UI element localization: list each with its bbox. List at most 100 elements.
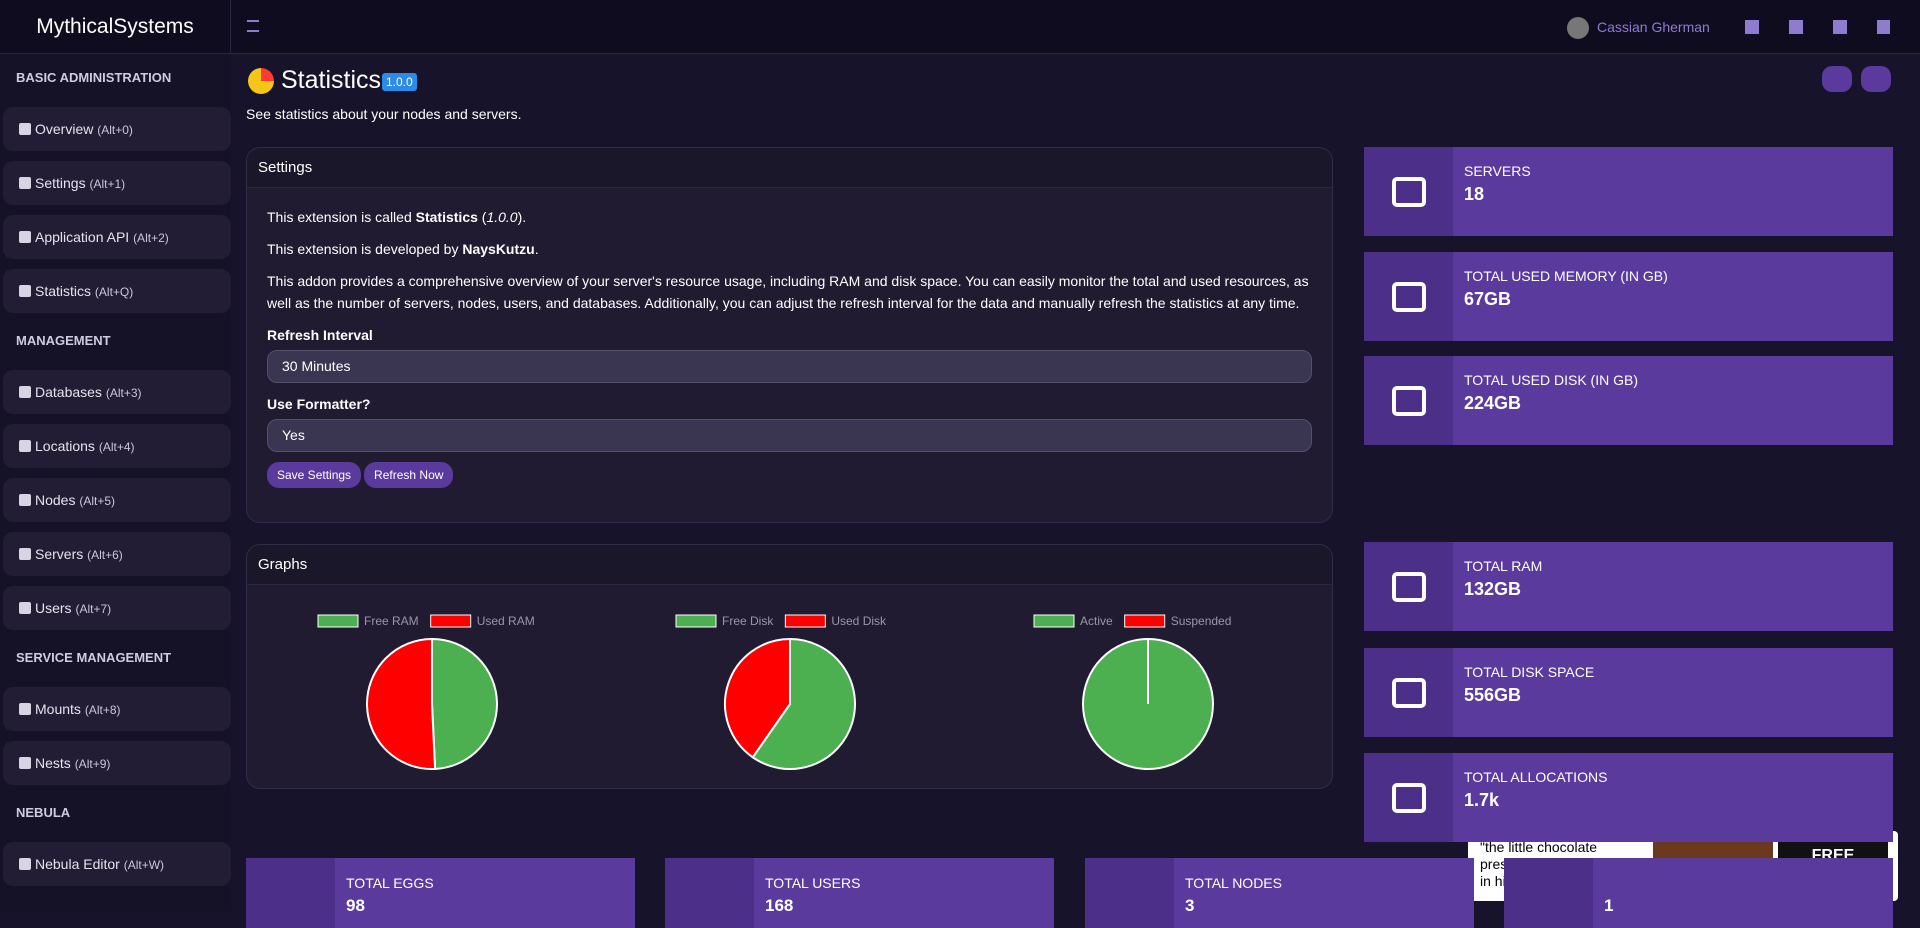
stat-icon xyxy=(1364,648,1453,737)
pie-slice xyxy=(431,637,498,770)
nav-shortcut: (Alt+0) xyxy=(97,123,133,137)
icon-shape xyxy=(1392,783,1426,813)
stat-label: TOTAL USED DISK (IN GB) xyxy=(1464,372,1638,388)
pie-slice xyxy=(366,637,437,770)
field-label: Refresh Interval xyxy=(267,327,373,343)
stat-card: TOTAL NODES 3 xyxy=(1085,858,1474,928)
stat-card: TOTAL USED MEMORY (IN GB) 67GB xyxy=(1364,252,1893,341)
stat-icon xyxy=(1504,858,1593,928)
nav-item[interactable]: Settings (Alt+1) xyxy=(3,161,231,205)
save-button[interactable]: Save Settings xyxy=(267,462,362,488)
formatter-select[interactable]: Yes xyxy=(267,419,1312,452)
stat-card: TOTAL RAM 132GB xyxy=(1364,542,1893,631)
legend-swatch xyxy=(1033,614,1075,628)
sidebar: BASIC ADMINISTRATION Overview (Alt+0) Sett… xyxy=(0,54,231,911)
user-name[interactable]: Cassian Gherman xyxy=(1597,19,1710,35)
nav-icon xyxy=(19,548,31,560)
legend-label: Free RAM xyxy=(364,614,419,628)
settings-body: This extension is called Statistics (1.0… xyxy=(247,188,1332,506)
nav-label: Settings xyxy=(35,175,86,191)
page-title: Statistics xyxy=(281,66,382,94)
menu-toggle[interactable] xyxy=(247,20,259,32)
nav-item[interactable]: Application API (Alt+2) xyxy=(3,215,231,259)
nav-shortcut: (Alt+2) xyxy=(133,231,169,245)
legend-swatch xyxy=(430,614,472,628)
stat-card: TOTAL USED DISK (IN GB) 224GB xyxy=(1364,356,1893,445)
text: ). xyxy=(517,209,527,225)
nav-icon xyxy=(19,285,31,297)
nav-label: Databases xyxy=(35,384,102,400)
icon-shape xyxy=(1392,177,1426,207)
pie-slice xyxy=(751,637,856,770)
nav-label: Users xyxy=(35,600,72,616)
refresh-button[interactable]: Refresh Now xyxy=(364,462,454,488)
stat-label: SERVERS xyxy=(1464,163,1531,179)
stat-value: 168 xyxy=(765,896,794,915)
legend-swatch xyxy=(1124,614,1166,628)
nav-shortcut: (Alt+7) xyxy=(75,602,112,616)
avatar[interactable] xyxy=(1567,17,1589,39)
nav-shortcut: (Alt+1) xyxy=(89,177,126,191)
version-badge: 1.0.0 xyxy=(382,73,417,91)
header-icons[interactable] xyxy=(1745,20,1890,34)
stat-card: SERVERS 18 xyxy=(1364,147,1893,236)
legend-label: Suspended xyxy=(1171,614,1232,628)
nav-item[interactable]: Statistics (Alt+Q) xyxy=(3,269,231,313)
nav-label: Overview xyxy=(35,121,94,137)
nav-shortcut: (Alt+6) xyxy=(87,548,123,562)
nav-label: Nests xyxy=(35,755,71,771)
top-bar: MythicalSystems Cassian Gherman xyxy=(0,0,1920,54)
stat-value: 3 xyxy=(1185,896,1195,915)
icon-shape xyxy=(1392,678,1426,708)
stat-card: TOTAL DISK SPACE 556GB xyxy=(1364,648,1893,737)
legend-label: Used RAM xyxy=(477,614,535,628)
stat-card: TOTAL EGGS 98 xyxy=(246,858,635,928)
stat-label: TOTAL RAM xyxy=(1464,558,1543,574)
stat-value: 67GB xyxy=(1464,289,1512,309)
nav-shortcut: (Alt+5) xyxy=(79,494,116,508)
legend-label: Free Disk xyxy=(722,614,774,628)
nav-icon xyxy=(19,440,31,452)
nav-icon xyxy=(19,602,31,614)
section-title: SERVICE MANAGEMENT xyxy=(16,650,172,665)
refresh-select[interactable]: 30 Minutes xyxy=(267,350,1312,383)
legend-swatch xyxy=(317,614,359,628)
stat-label: TOTAL USED MEMORY (IN GB) xyxy=(1464,268,1668,284)
nav-icon xyxy=(19,231,31,243)
nav-label: Servers xyxy=(35,546,84,562)
text: . xyxy=(534,241,539,257)
nav-item[interactable]: Servers (Alt+6) xyxy=(3,532,231,576)
stat-icon xyxy=(1364,356,1453,445)
nav-icon xyxy=(19,858,31,870)
nav-item[interactable]: Mounts (Alt+8) xyxy=(3,687,231,731)
stat-value: 224GB xyxy=(1464,393,1522,413)
nav-label: Mounts xyxy=(35,701,81,717)
nav-item[interactable]: Nodes (Alt+5) xyxy=(3,478,231,522)
nav-item[interactable]: Databases (Alt+3) xyxy=(3,370,231,414)
stat-label: TOTAL EGGS xyxy=(346,875,434,891)
stat-value: 18 xyxy=(1464,184,1485,204)
nav-item[interactable]: Locations (Alt+4) xyxy=(3,424,231,468)
action-button[interactable] xyxy=(1822,66,1852,92)
stat-icon xyxy=(1364,542,1453,631)
stat-card: 1 xyxy=(1504,858,1893,928)
brand[interactable]: MythicalSystems xyxy=(0,0,231,54)
nav-item[interactable]: Overview (Alt+0) xyxy=(3,107,231,151)
text: 1.0.0 xyxy=(486,209,518,225)
nav-label: Statistics xyxy=(35,283,92,299)
nav-item[interactable]: Users (Alt+7) xyxy=(3,586,231,630)
stat-value: 132GB xyxy=(1464,579,1522,599)
stat-icon xyxy=(1364,753,1453,842)
pie-slice xyxy=(724,637,791,759)
nav-item[interactable]: Nests (Alt+9) xyxy=(3,741,231,785)
nav-item[interactable]: Nebula Editor (Alt+W) xyxy=(3,842,231,886)
nav-label: Nebula Editor xyxy=(35,856,120,872)
graphs-svg: Free RAM Used RAM Free Disk Used Disk Active… xyxy=(317,614,1232,770)
text: Statistics xyxy=(415,209,478,225)
page-icon xyxy=(248,68,274,94)
stat-label: TOTAL USERS xyxy=(765,875,861,891)
text: This extension is developed by xyxy=(267,241,463,257)
nav-icon xyxy=(19,386,31,398)
action-button[interactable] xyxy=(1861,66,1891,92)
